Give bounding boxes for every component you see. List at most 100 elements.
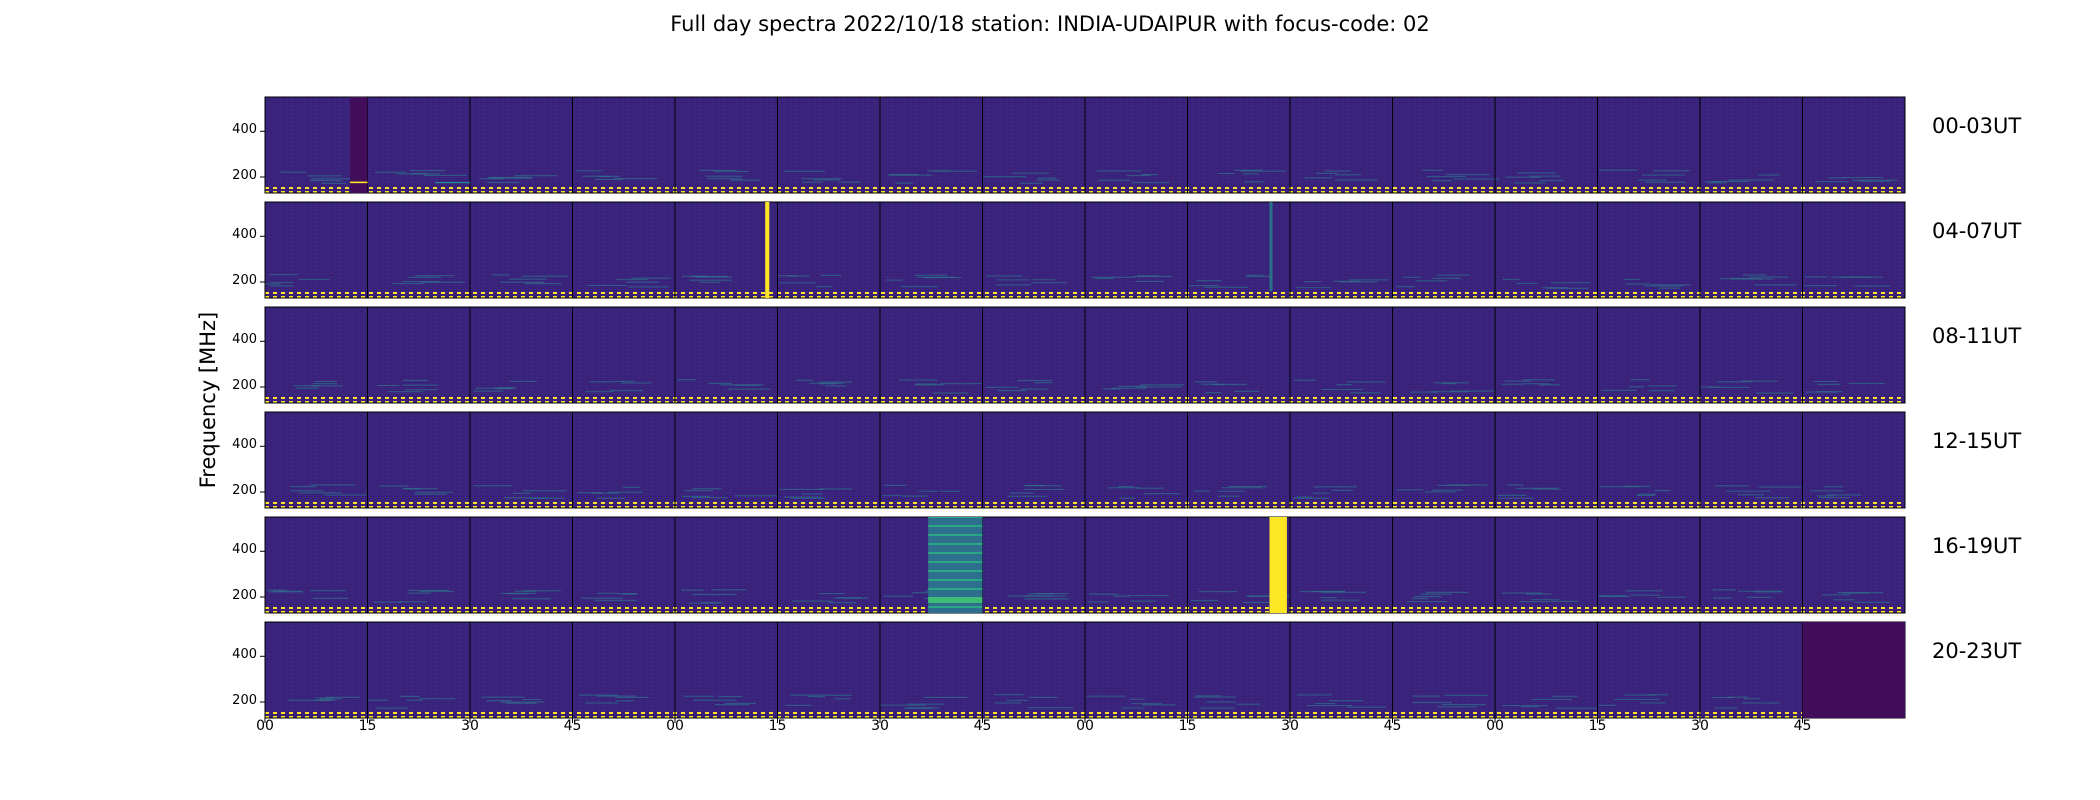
interference-streak <box>1336 384 1353 386</box>
interference-streak <box>414 491 454 493</box>
interference-streak <box>1244 181 1264 183</box>
spectral-feature-teal-vertical <box>1269 202 1273 292</box>
interference-streak <box>994 702 1022 704</box>
interference-streak <box>1206 701 1236 703</box>
interference-streak <box>985 275 1023 277</box>
interference-streak <box>1546 287 1589 289</box>
interference-streak <box>777 275 798 277</box>
interference-streak <box>1539 179 1564 182</box>
interference-streak <box>692 488 722 490</box>
interference-streak <box>1240 170 1287 172</box>
interference-streak <box>1034 382 1053 384</box>
interference-streak <box>591 492 620 494</box>
interference-streak <box>1754 591 1783 593</box>
interference-streak <box>1424 491 1457 493</box>
interference-streak <box>392 282 424 285</box>
interference-streak <box>1292 497 1330 499</box>
interference-streak <box>1833 599 1855 601</box>
row-label: 12-15UT <box>1932 429 2022 453</box>
interference-streak <box>1119 497 1135 499</box>
interference-streak <box>790 694 832 696</box>
interference-streak <box>1854 285 1891 287</box>
interference-streak <box>1205 391 1222 394</box>
interference-streak <box>1025 484 1045 487</box>
interference-streak <box>1089 593 1119 595</box>
interference-streak <box>1142 704 1176 706</box>
interference-streak <box>1728 179 1775 181</box>
spectrum-panel <box>1802 96 1906 194</box>
interference-streak <box>1642 174 1686 176</box>
interference-streak <box>1102 388 1121 390</box>
interference-streak <box>1303 281 1322 283</box>
interference-streak <box>378 485 409 487</box>
interference-streak <box>298 492 342 494</box>
interference-streak <box>791 600 833 602</box>
interference-streak <box>1296 694 1332 696</box>
interference-streak <box>1842 592 1870 594</box>
interference-streak <box>1625 283 1651 285</box>
interference-streak <box>575 170 603 172</box>
interference-streak <box>1131 703 1162 705</box>
interference-streak <box>293 385 321 387</box>
interference-streak <box>609 389 644 392</box>
interference-streak <box>718 695 743 698</box>
interference-streak <box>1725 490 1771 492</box>
interference-streak <box>492 274 510 276</box>
interference-streak <box>724 702 757 705</box>
x-tick-label: 15 <box>768 718 787 734</box>
x-tick-label: 45 <box>973 718 992 734</box>
interference-streak <box>398 601 428 603</box>
interference-streak <box>1295 287 1331 289</box>
interference-streak <box>1810 490 1844 492</box>
interference-streak <box>1843 176 1884 179</box>
interference-streak <box>505 702 537 704</box>
interference-streak <box>1144 493 1180 495</box>
spectral-feature-bright-vertical <box>765 202 770 298</box>
interference-streak <box>708 382 732 384</box>
interference-streak <box>933 392 969 394</box>
interference-streak <box>838 181 861 183</box>
interference-streak <box>1826 494 1861 496</box>
interference-streak <box>689 279 733 281</box>
interference-streak <box>1713 597 1732 599</box>
interference-streak <box>1118 385 1148 388</box>
interference-streak <box>818 592 845 595</box>
interference-streak <box>1513 182 1546 184</box>
interference-streak <box>1502 278 1520 281</box>
interference-streak <box>1242 173 1259 175</box>
interference-streak <box>1096 170 1142 172</box>
interference-streak <box>1597 594 1627 597</box>
interference-streak <box>1006 699 1029 702</box>
interference-streak <box>1328 700 1364 702</box>
interference-streak <box>813 179 840 181</box>
interference-streak <box>734 495 778 497</box>
interference-streak <box>796 379 813 381</box>
interference-streak <box>1520 383 1551 385</box>
interference-streak <box>270 282 294 284</box>
chart-title: Full day spectra 2022/10/18 station: IND… <box>670 12 1430 36</box>
interference-streak <box>1750 276 1789 278</box>
interference-streak <box>1530 599 1560 601</box>
interference-streak <box>1819 497 1850 499</box>
x-tick-label: 15 <box>358 718 377 734</box>
spectral-feature-band <box>928 597 983 603</box>
interference-streak <box>1700 386 1720 388</box>
interference-streak <box>1645 181 1686 183</box>
interference-streak <box>528 497 565 499</box>
interference-streak <box>825 385 847 387</box>
interference-streak <box>682 275 707 277</box>
interference-streak <box>1350 392 1381 394</box>
interference-streak <box>1657 596 1686 598</box>
interference-streak <box>898 379 938 381</box>
interference-streak <box>1087 601 1109 603</box>
spectral-feature-dark-band <box>350 97 368 193</box>
interference-streak <box>1502 704 1548 707</box>
interference-streak <box>1434 382 1469 384</box>
interference-streak <box>1128 594 1170 597</box>
interference-streak <box>265 283 281 285</box>
interference-streak <box>1320 597 1337 599</box>
interference-streak <box>589 381 615 383</box>
interference-streak <box>1623 278 1641 281</box>
interference-streak <box>631 277 671 279</box>
